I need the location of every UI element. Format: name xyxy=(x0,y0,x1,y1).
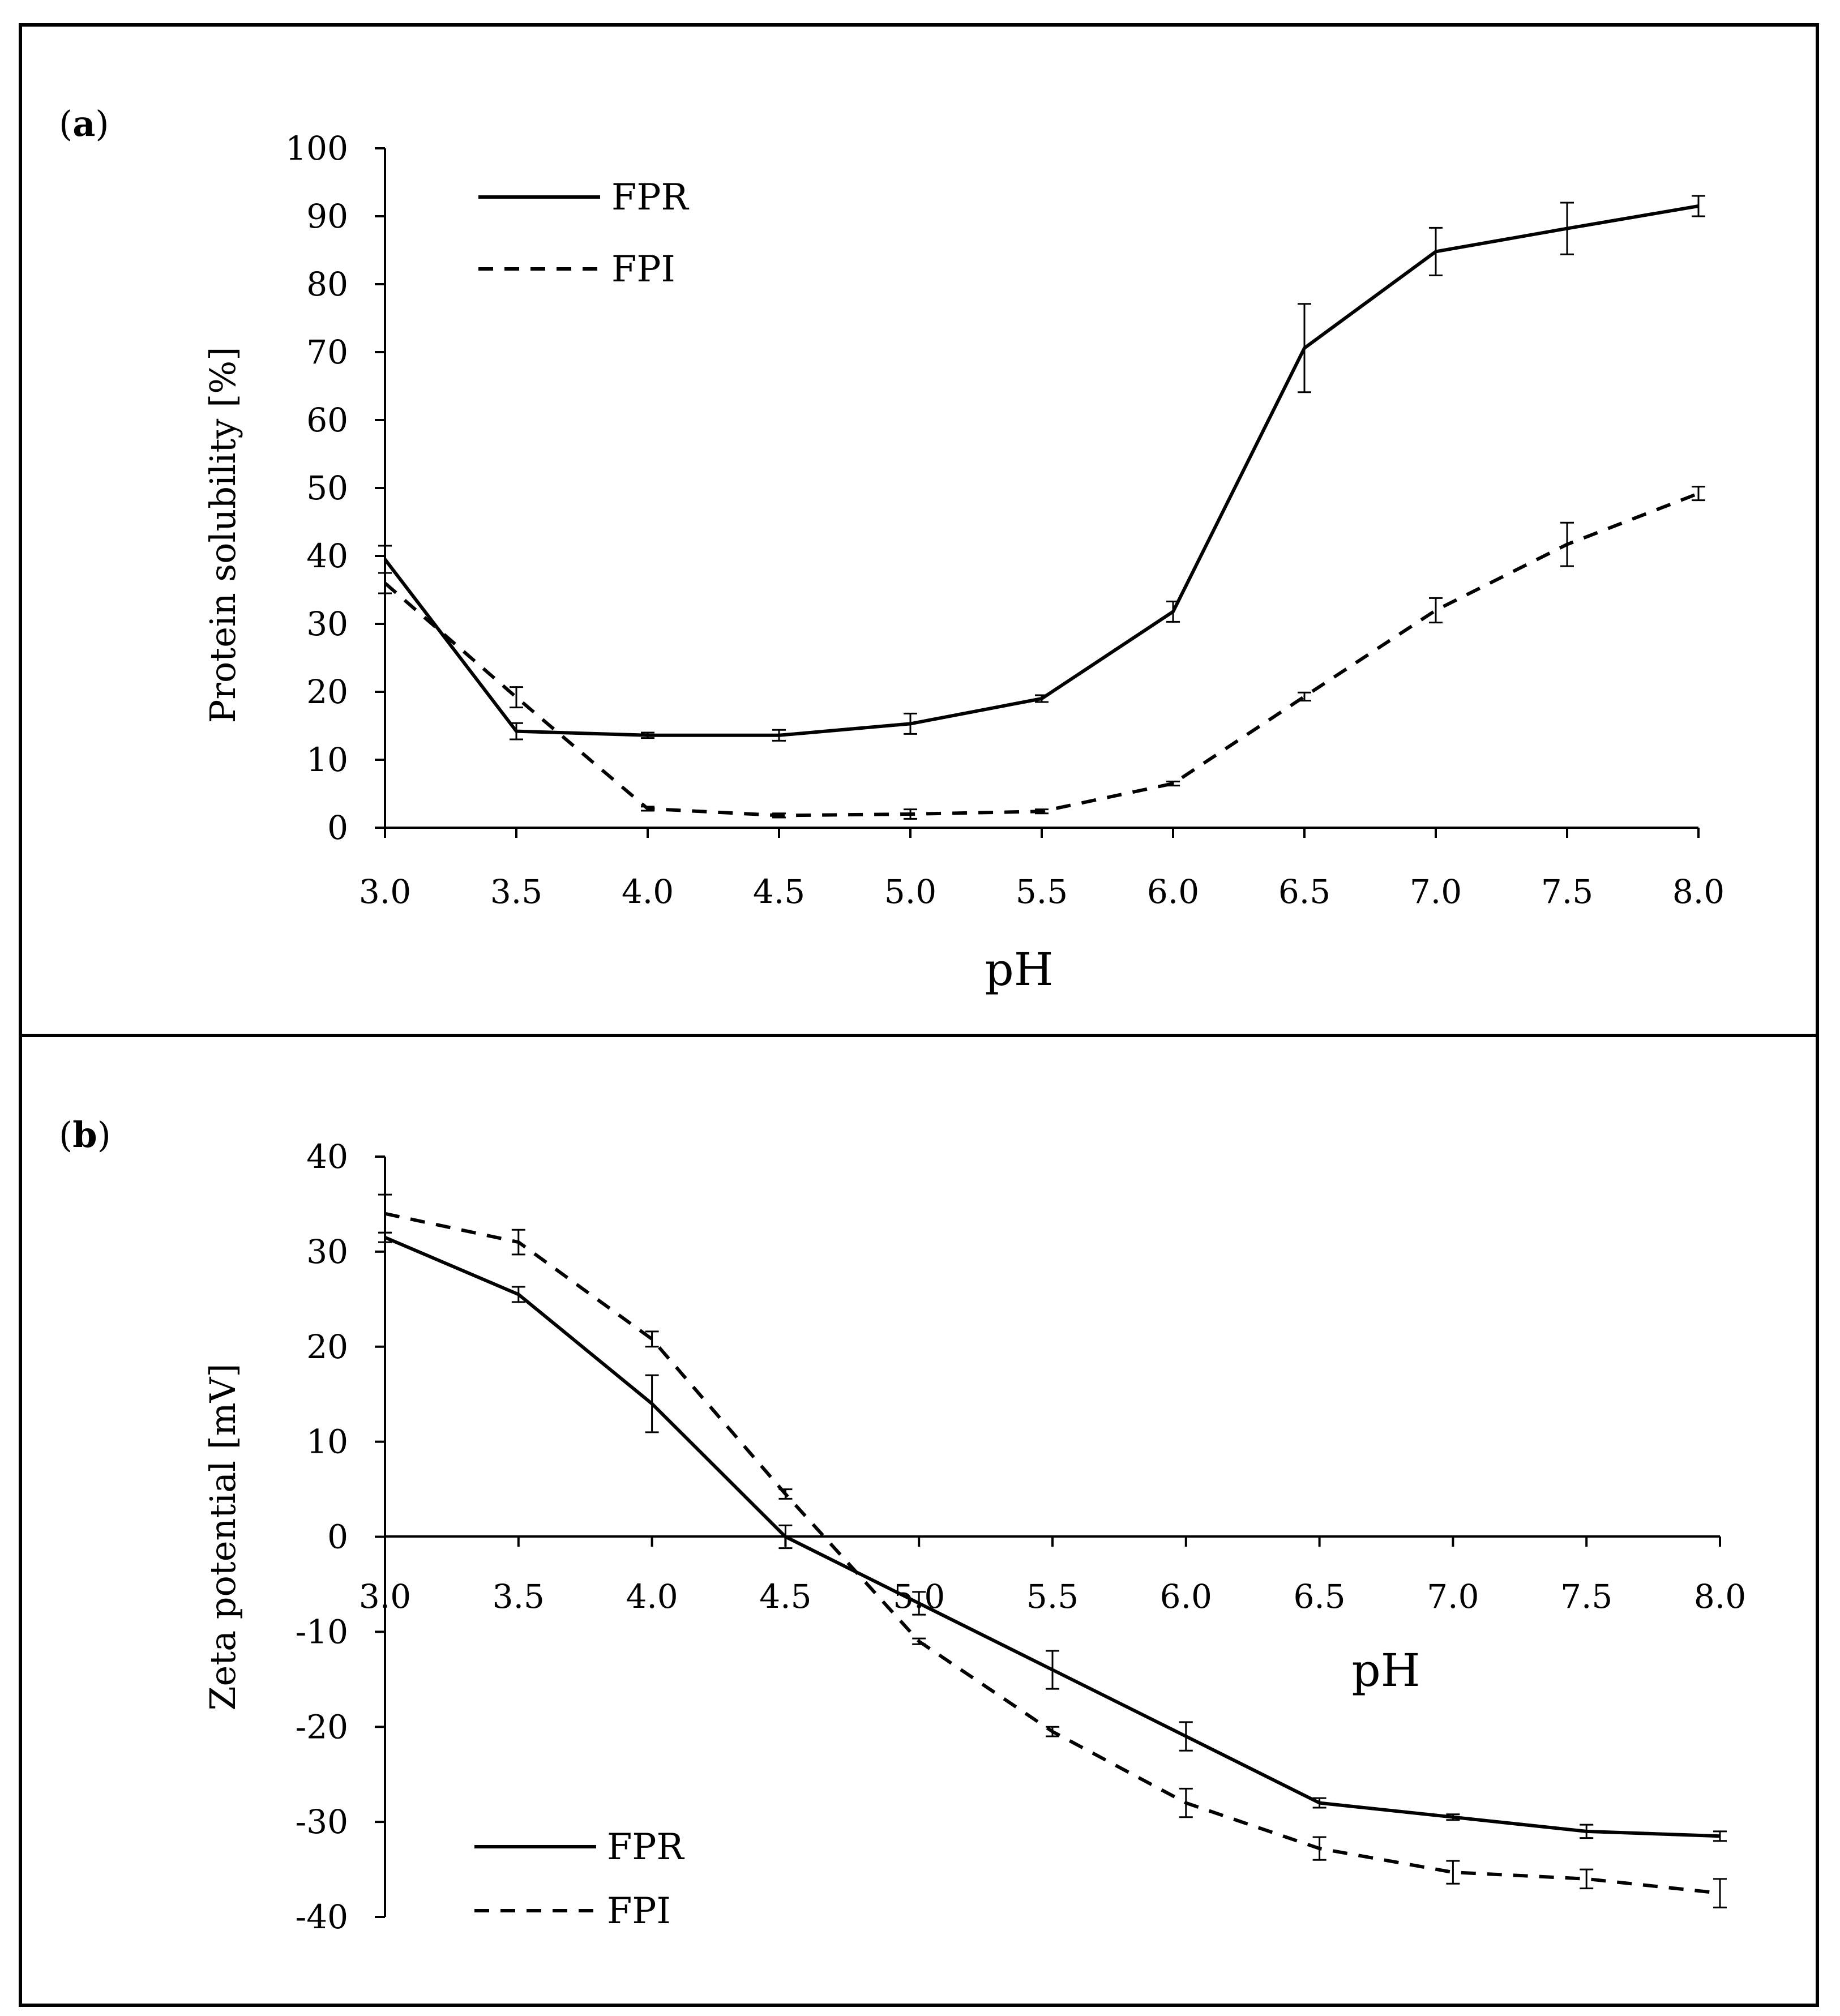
panel-a: (a) Protein solubility [%] pH 0 10 20 30 40 5… xyxy=(59,103,1725,996)
x-tick-label-b: 4.5 xyxy=(759,1577,811,1616)
x-tick-label-b: 6.5 xyxy=(1293,1577,1345,1616)
x-tick-label-a: 6.5 xyxy=(1278,872,1330,911)
y-tick-label-a: 50 xyxy=(306,469,348,507)
y-tick-label-a: 90 xyxy=(306,197,348,236)
panel-label-b: (b) xyxy=(59,1114,111,1155)
legend-b-fpi-label: FPI xyxy=(607,1890,671,1932)
y-tick-label-a: 70 xyxy=(306,333,348,371)
x-tick-label-a: 5.0 xyxy=(884,872,936,911)
x-tick-label-b: 4.0 xyxy=(626,1577,678,1616)
legend-a-fpi-label: FPI xyxy=(611,249,675,290)
x-tick-label-b: 7.5 xyxy=(1560,1577,1612,1616)
x-tick-label-b: 3.5 xyxy=(493,1577,545,1616)
y-tick-label-a: 20 xyxy=(306,673,348,711)
y-tick-label-b: 30 xyxy=(306,1232,348,1271)
x-tick-label-b: 3.0 xyxy=(359,1577,411,1616)
y-axis-title-a: Protein solubility [%] xyxy=(202,347,243,724)
series-line-fpr-a xyxy=(383,204,1699,737)
y-tick-label-b: 20 xyxy=(306,1328,348,1366)
x-tick-label-b: 5.5 xyxy=(1026,1577,1079,1616)
y-tick-label-b: -20 xyxy=(296,1707,348,1746)
x-tick-label-a: 4.0 xyxy=(622,872,674,911)
legend-a-fpr-label: FPR xyxy=(611,177,689,219)
x-axis-title-b: pH xyxy=(1352,1644,1420,1697)
series-line-fpi-b xyxy=(384,1212,1721,1895)
x-tick-label-a: 5.5 xyxy=(1016,872,1068,911)
y-tick-label-a: 30 xyxy=(306,605,348,643)
x-tick-label-a: 7.0 xyxy=(1410,872,1462,911)
y-tick-label-a: 40 xyxy=(306,537,348,575)
panel-label-a-letter: a xyxy=(72,103,95,144)
x-axis-title-a: pH xyxy=(985,943,1054,996)
y-tick-label-b: -30 xyxy=(296,1803,348,1841)
y-tick-label-a: 0 xyxy=(327,808,348,847)
y-axis-title-b: Zeta potential [mV] xyxy=(202,1363,243,1710)
y-tick-label-b: 10 xyxy=(306,1423,348,1461)
y-tick-label-b: 0 xyxy=(327,1518,348,1556)
panel-label-a: (a) xyxy=(59,103,109,144)
x-tick-label-b: 8.0 xyxy=(1694,1577,1746,1616)
y-tick-label-a: 80 xyxy=(306,265,348,303)
x-tick-label-b: 6.0 xyxy=(1160,1577,1212,1616)
y-tick-label-b: -40 xyxy=(296,1898,348,1936)
legend-b-fpr-label: FPR xyxy=(607,1826,684,1868)
y-tick-label-a: 60 xyxy=(306,401,348,439)
x-tick-label-b: 7.0 xyxy=(1427,1577,1479,1616)
series-line-fpi-a xyxy=(384,491,1700,817)
x-tick-label-a: 7.5 xyxy=(1541,872,1593,911)
panel-b: (b) Zeta potential [mV] pH -40 -30 -20 -10 0… xyxy=(59,1114,1746,1936)
y-tick-label-b: -10 xyxy=(296,1612,348,1651)
legend-a: FPR FPI xyxy=(478,177,689,290)
x-tick-label-a: 4.5 xyxy=(753,872,805,911)
panel-label-b-letter: b xyxy=(72,1114,97,1155)
y-tick-label-b: 40 xyxy=(306,1137,348,1176)
x-tick-label-a: 3.0 xyxy=(359,872,411,911)
y-tick-label-a: 10 xyxy=(306,741,348,779)
x-tick-label-a: 3.5 xyxy=(490,872,542,911)
x-tick-label-a: 6.0 xyxy=(1147,872,1199,911)
x-tick-label-a: 8.0 xyxy=(1672,872,1725,911)
y-tick-label-a: 100 xyxy=(285,129,348,168)
legend-b: FPR FPI xyxy=(474,1826,684,1932)
panel-b-frame xyxy=(19,1034,1819,2007)
